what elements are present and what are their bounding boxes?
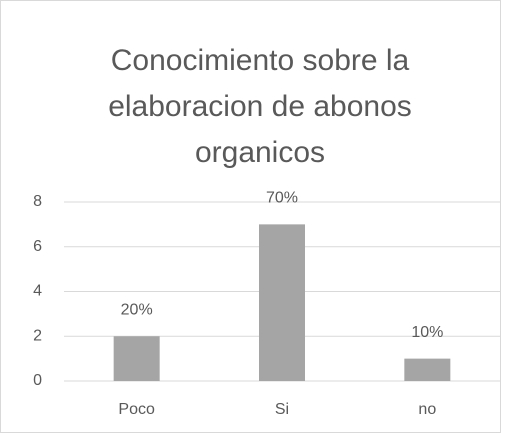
bar [113,336,160,381]
bar [404,358,451,381]
y-tick-label: 6 [33,238,42,255]
y-tick-label: 0 [33,372,42,389]
data-label: 70% [266,190,298,207]
y-tick-label: 8 [33,193,42,210]
data-label: 10% [411,324,443,341]
chart-title: Conocimiento sobre la elaboracion de abo… [108,44,412,169]
y-tick-label: 4 [33,283,42,300]
x-tick-label: Poco [118,401,155,418]
x-tick-label: Si [275,401,289,418]
y-tick-label: 2 [33,327,42,344]
x-tick-label: no [418,401,436,418]
data-label: 20% [121,301,153,318]
bar [259,224,305,381]
